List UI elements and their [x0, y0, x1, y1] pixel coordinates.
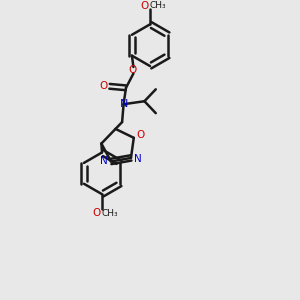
Text: O: O: [100, 81, 108, 91]
Text: N: N: [100, 157, 107, 166]
Text: O: O: [136, 130, 145, 140]
Text: O: O: [129, 65, 137, 75]
Text: N: N: [119, 99, 128, 109]
Text: O: O: [92, 208, 101, 218]
Text: N: N: [134, 154, 141, 164]
Text: O: O: [140, 1, 149, 11]
Text: CH₃: CH₃: [149, 2, 166, 10]
Text: CH₃: CH₃: [101, 209, 118, 218]
